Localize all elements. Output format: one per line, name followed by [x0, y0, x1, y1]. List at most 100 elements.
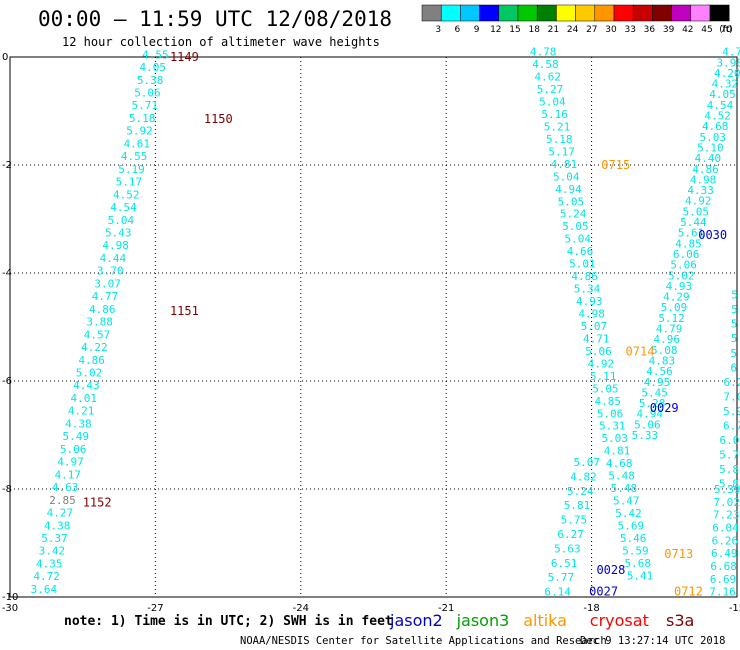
wave-height-value: 4.55 [121, 150, 148, 163]
wave-height-value: 4.61 [124, 137, 151, 150]
wave-height-value: 4.52 [704, 110, 731, 123]
wave-height-value: 4.93 [666, 280, 693, 293]
wave-height-value: 4.95 [644, 376, 671, 389]
wave-height-value: 5.07 [574, 456, 601, 469]
wave-height-value: 4.17 [55, 468, 82, 481]
wave-height-value: 5.37 [41, 532, 68, 545]
colorbar-swatch [460, 4, 480, 22]
wave-height-value: 5.05 [683, 205, 710, 218]
tracks: 3.644.724.353.425.374.384.272.854.634.17… [31, 46, 740, 599]
wave-height-value: 5.48 [608, 470, 635, 483]
colorbar-swatch [613, 4, 634, 22]
wave-height-value: 4.98 [578, 308, 605, 321]
wave-height-value: 4.86 [89, 303, 116, 316]
pass-label: 1149 [170, 50, 199, 64]
wave-height-value: 5.01 [569, 258, 596, 271]
wave-height-value: 5.27 [537, 83, 564, 96]
wave-height-value: 7.23 [713, 509, 740, 522]
wave-height-value: 5.77 [548, 571, 575, 584]
wave-height-value: 5.08 [651, 344, 678, 357]
wave-height-value: 5.06 [134, 86, 161, 99]
wave-height-value: 4.86 [78, 354, 105, 367]
x-tick-label: -21 [438, 603, 454, 614]
colorbar-label: 3 [435, 25, 441, 35]
colorbar-label: 12 [490, 25, 501, 35]
y-tick-label: -6 [2, 376, 12, 387]
wave-height-value: 4.56 [646, 365, 673, 378]
wave-height-value: 4.38 [44, 519, 71, 532]
wave-height-value: 4.44 [100, 252, 127, 265]
wave-height-value: 4.55 [142, 48, 169, 61]
wave-height-value: 4.62 [534, 71, 561, 84]
wave-height-value: 5.59 [622, 544, 649, 557]
wave-height-value: 4.94 [555, 183, 582, 196]
wave-height-value: 2.85 [49, 494, 76, 507]
wave-height-value: 6.14 [544, 586, 571, 599]
pass-label: 0713 [664, 547, 693, 561]
wave-height-value: 6.69 [710, 573, 737, 586]
wave-height-value: 3.07 [94, 277, 121, 290]
wave-height-value: 5.49 [63, 430, 90, 443]
wave-height-value: 5.42 [615, 507, 642, 520]
wave-height-value: 5.68 [625, 557, 652, 570]
wave-height-value: 5.03 [601, 432, 628, 445]
wave-height-value: 4.86 [571, 270, 598, 283]
wave-height-value: 4.94 [637, 408, 664, 421]
x-tick-label: -24 [293, 603, 309, 614]
pass-label: 0714 [626, 344, 655, 358]
colorbar-label: 15 [509, 25, 520, 35]
wave-height-value: 4.01 [70, 392, 97, 405]
credit-text: NOAA/NESDIS Center for Satellite Applica… [240, 635, 607, 647]
wave-height-value: 4.05 [139, 61, 166, 74]
wave-height-value: 4.27 [47, 507, 74, 520]
wave-height-value: 5.05 [558, 195, 585, 208]
colorbar-label: 21 [548, 25, 559, 35]
wave-height-value: 4.57 [84, 328, 111, 341]
pass-label: 1152 [83, 496, 112, 510]
wave-height-value: 3.64 [31, 583, 58, 596]
wave-height-value: 5.11 [590, 370, 617, 383]
chart-title: 00:00 – 11:59 UTC 12/08/2018 [38, 7, 392, 31]
wave-height-value: 5.24 [560, 208, 587, 221]
pass-label: 1150 [204, 112, 233, 126]
wave-height-value: 5.87 [719, 478, 740, 491]
wave-height-value: 5.09 [661, 301, 688, 314]
wave-height-value: 4.81 [604, 445, 631, 458]
wave-height-value: 5.39 [714, 483, 740, 496]
wave-height-value: 5.33 [632, 429, 659, 442]
colorbar-label: 6 [455, 25, 461, 35]
wave-height-value: 5.69 [618, 520, 645, 533]
colorbar-swatch [498, 4, 519, 22]
y-tick-label: -10 [2, 592, 18, 603]
y-tick-label: -8 [2, 484, 12, 495]
wave-height-value: 5.9 [723, 405, 740, 418]
wave-height-value: 4.05 [709, 88, 736, 101]
wave-height-value: 3.70 [97, 265, 124, 278]
wave-height-value: 7.02 [713, 496, 740, 509]
colorbar-label: 24 [567, 25, 579, 35]
colorbar-swatch [536, 4, 557, 22]
colorbar-label: 30 [605, 25, 617, 35]
wave-height-value: 4.54 [110, 201, 137, 214]
y-tick-label: -2 [2, 160, 12, 171]
wave-height-value: 4.68 [702, 120, 729, 133]
wave-height-value: 4.72 [33, 570, 60, 583]
wave-height-value: 5.48 [611, 482, 638, 495]
wave-height-value: 4.40 [695, 152, 722, 165]
legend-jason2: jason2 [389, 611, 443, 630]
wave-height-value: 4.93 [576, 295, 603, 308]
x-tick-label: -27 [147, 603, 163, 614]
wave-height-value: 5.28 [639, 397, 666, 410]
wave-height-value: 4.82 [570, 470, 597, 483]
pass-label: 0027 [589, 585, 618, 599]
wave-height-value: 6.04 [712, 521, 739, 534]
legend-jason3: jason3 [456, 611, 510, 630]
pass-label: 1151 [170, 304, 199, 318]
colorbar-swatch [479, 4, 500, 22]
wave-height-value: 5.75 [561, 514, 588, 527]
wave-height-value: 4.98 [102, 239, 129, 252]
wave-height-value: 5.04 [565, 233, 592, 246]
colorbar-label: 33 [624, 25, 635, 35]
wave-height-value: 4.58 [532, 58, 559, 71]
wave-height-value: 4.43 [73, 379, 100, 392]
